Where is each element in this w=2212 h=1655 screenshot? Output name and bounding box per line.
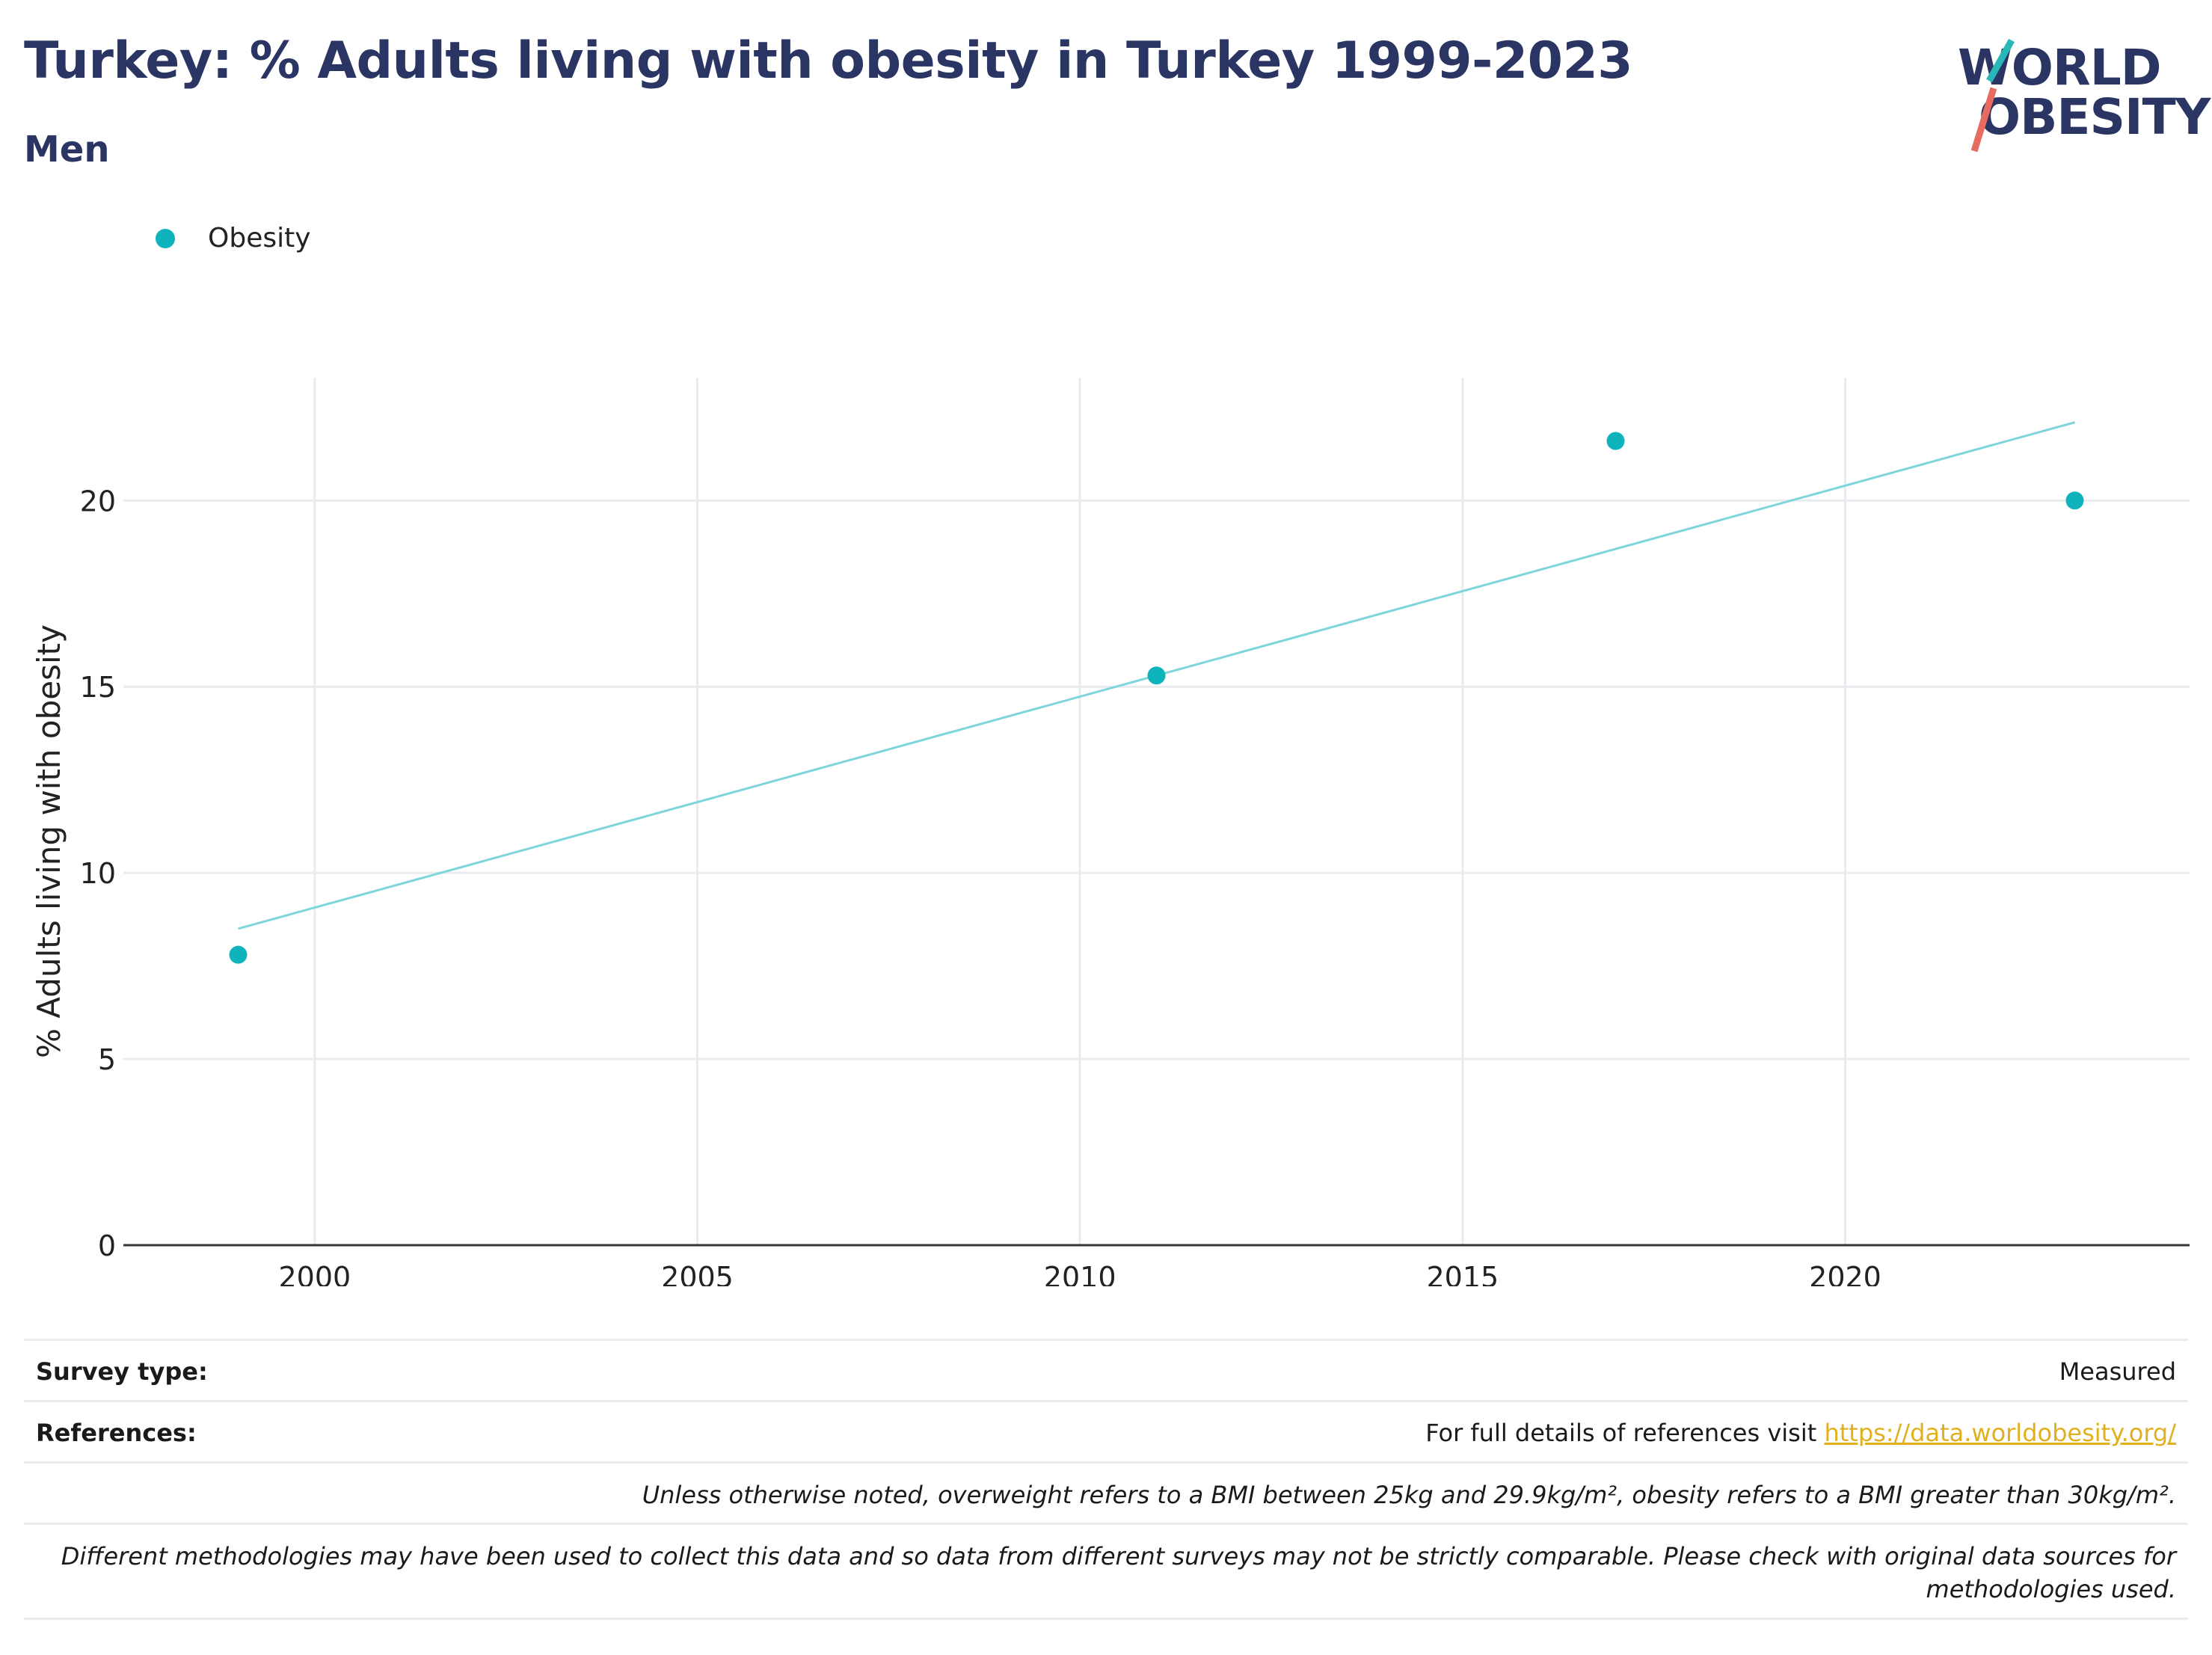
data-point-2011: [1147, 666, 1166, 685]
footer-methods-note-row: Different methodologies may have been us…: [24, 1523, 2188, 1620]
logo-text-line2: OBESITY: [1979, 88, 2211, 146]
x-tick-label-2020: 2020: [1809, 1261, 1881, 1286]
references-label: References:: [36, 1419, 197, 1447]
world-obesity-logo: WORLD OBESITY: [1952, 22, 2211, 157]
y-axis-label: % Adults living with obesity: [31, 624, 67, 1058]
y-tick-label-15: 15: [80, 671, 116, 704]
logo-text-line1: WORLD: [1958, 39, 2162, 96]
x-tick-label-2010: 2010: [1044, 1261, 1116, 1286]
x-tick-label-2005: 2005: [661, 1261, 734, 1286]
y-tick-label-0: 0: [98, 1229, 116, 1262]
references-value: For full details of references visit htt…: [1425, 1419, 2176, 1447]
chart-title: Turkey: % Adults living with obesity in …: [24, 31, 1633, 90]
survey-type-label: Survey type:: [36, 1357, 208, 1386]
y-tick-label-10: 10: [80, 857, 116, 890]
footer-survey-type-row: Survey type: Measured: [24, 1339, 2188, 1401]
chart-plot: 2000 2005 2010 2015 2020 0 5 10 15 20 % Adults liv…: [31, 378, 2190, 1286]
legend-marker-obesity: [156, 228, 175, 248]
footer-references-row: References: For full details of referenc…: [24, 1400, 2188, 1462]
x-tick-label-2015: 2015: [1426, 1261, 1499, 1286]
methods-note-line2: methodologies used.: [1926, 1575, 2176, 1603]
logo-slash-icon: [1970, 38, 2015, 153]
y-tick-label-5: 5: [98, 1043, 116, 1076]
footer-bmi-note-row: Unless otherwise noted, overweight refer…: [24, 1461, 2188, 1523]
legend-label-obesity: Obesity: [208, 223, 311, 254]
data-point-1999: [229, 945, 248, 964]
data-point-2023: [2065, 491, 2084, 510]
methods-note-line1: Different methodologies may have been us…: [61, 1542, 2176, 1570]
survey-type-value: Measured: [2059, 1357, 2176, 1386]
bmi-note: Unless otherwise noted, overweight refer…: [642, 1481, 2176, 1509]
methods-note: Different methodologies may have been us…: [61, 1540, 2176, 1606]
chart-subtitle: Men: [24, 129, 110, 171]
references-text: For full details of references visit: [1425, 1419, 1825, 1447]
data-point-2017: [1606, 432, 1625, 450]
x-tick-label-2000: 2000: [278, 1261, 351, 1286]
legend[interactable]: Obesity: [156, 223, 311, 254]
references-link[interactable]: https://data.worldobesity.org/: [1824, 1419, 2176, 1447]
y-tick-label-20: 20: [80, 485, 116, 518]
